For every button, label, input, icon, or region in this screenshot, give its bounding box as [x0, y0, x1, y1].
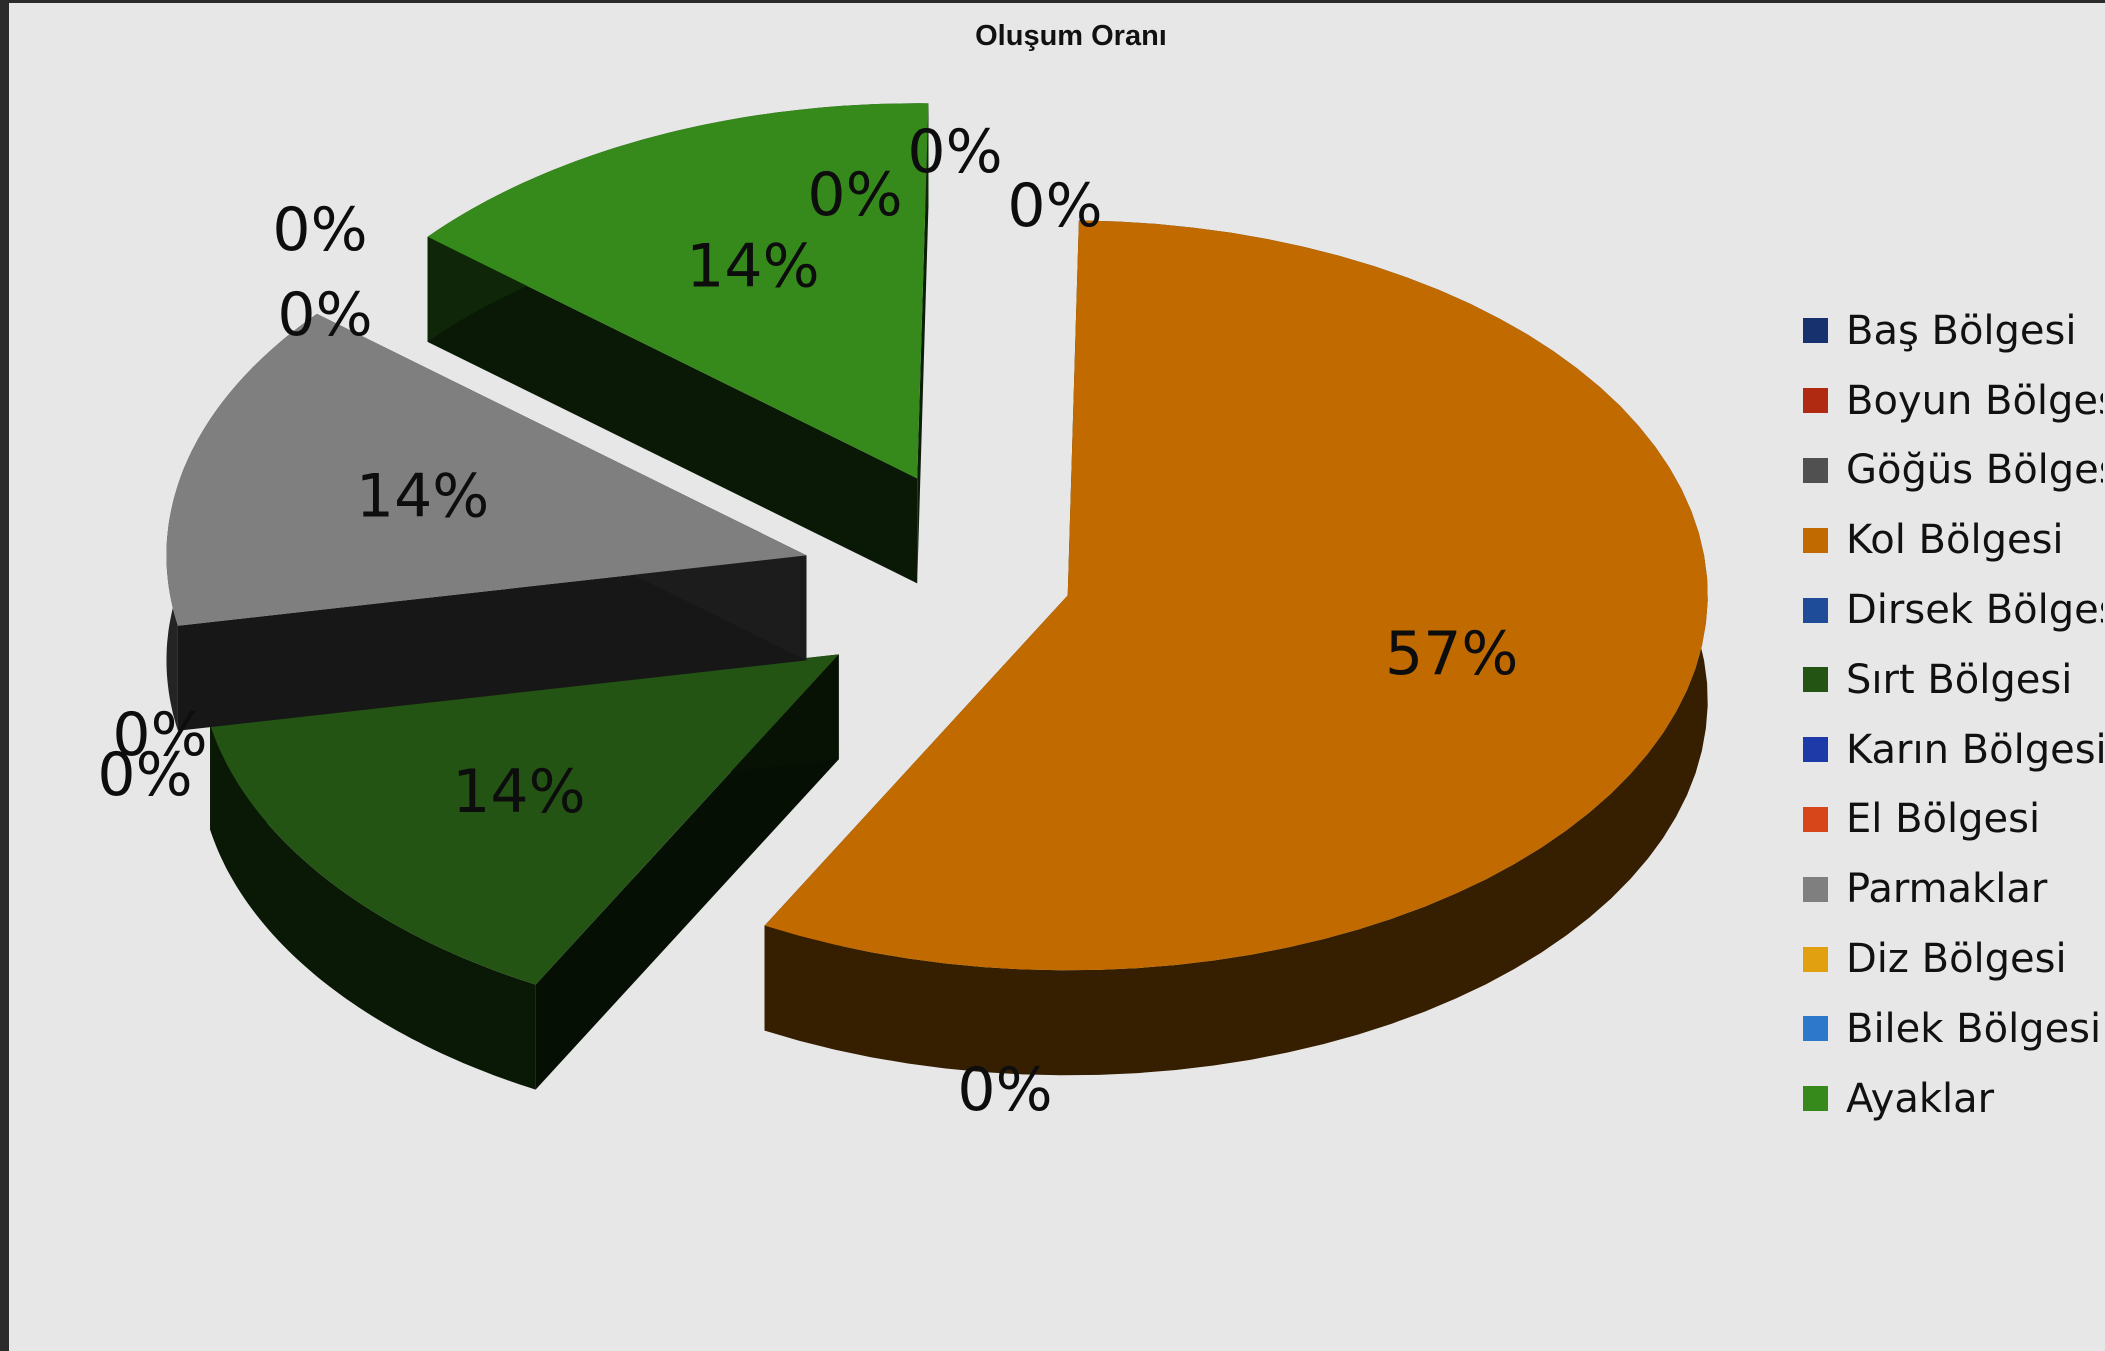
legend-item-parmaklar: Parmaklar [1803, 854, 2103, 924]
data-label-bas-bolgesi: 0% [957, 1055, 1052, 1125]
data-label-boyun-bolgesi: 0% [97, 740, 192, 810]
legend: Baş Bölgesi Boyun Bölgesi Göğüs Bölgesi Kol… [1803, 296, 2103, 1134]
legend-swatch [1803, 1086, 1828, 1112]
legend-swatch [1803, 388, 1828, 414]
legend-label: Baş Bölgesi [1846, 307, 2077, 354]
legend-item-sirt-bolgesi: Sırt Bölgesi [1803, 645, 2103, 715]
window-frame-top [0, 0, 2105, 3]
pie-slice-parmaklar [166, 313, 807, 731]
chart-title: Oluşum Oranı [975, 20, 1167, 52]
data-label-sirt-bolgesi: 14% [452, 757, 585, 827]
legend-swatch [1803, 876, 1828, 902]
legend-label: Göğüs Bölgesi [1846, 447, 2103, 494]
legend-swatch [1803, 318, 1828, 344]
legend-swatch [1803, 1016, 1828, 1042]
legend-label: Bilek Bölgesi [1846, 1005, 2102, 1052]
window-frame-left [0, 0, 9, 1351]
data-label-diz-bolgesi: 0% [277, 280, 372, 350]
data-label-parmaklar: 14% [356, 462, 489, 532]
pie-slice-sirt-bolgesi [210, 654, 839, 1090]
data-label-el-bolgesi: 0% [272, 195, 367, 265]
legend-label: Karın Bölgesi [1846, 726, 2103, 773]
legend-label: Ayaklar [1846, 1075, 1995, 1122]
legend-item-karin-bolgesi: Karın Bölgesi [1803, 715, 2103, 785]
data-label-kol-bolgesi: 57% [1385, 619, 1518, 689]
legend-item-diz-bolgesi: Diz Bölgesi [1803, 924, 2103, 994]
legend-item-el-bolgesi: El Bölgesi [1803, 785, 2103, 855]
legend-label: Dirsek Bölgesi [1846, 587, 2103, 634]
legend-item-dirsek-bolgesi: Dirsek Bölgesi [1803, 575, 2103, 645]
legend-swatch [1803, 667, 1828, 693]
data-label-gogus-bolgesi: 0% [112, 700, 207, 770]
data-label-karin-bolgesi: 0% [1007, 171, 1102, 241]
pie-slice-kol-bolgesi [764, 220, 1708, 1076]
data-label-bilek-bolgesi: 0% [807, 160, 902, 230]
legend-swatch [1803, 946, 1828, 972]
legend-label: Parmaklar [1846, 866, 2048, 913]
legend-swatch [1803, 527, 1828, 553]
legend-item-bas-bolgesi: Baş Bölgesi [1803, 296, 2103, 366]
legend-swatch [1803, 737, 1828, 763]
legend-label: Diz Bölgesi [1846, 936, 2067, 983]
legend-swatch [1803, 457, 1828, 483]
data-label-dirsek-bolgesi: 0% [907, 117, 1002, 187]
legend-label: Boyun Bölgesi [1846, 377, 2103, 424]
legend-item-gogus-bolgesi: Göğüs Bölgesi [1803, 436, 2103, 506]
legend-swatch [1803, 597, 1828, 623]
legend-label: Kol Bölgesi [1846, 517, 2064, 564]
legend-label: El Bölgesi [1846, 796, 2041, 843]
legend-item-kol-bolgesi: Kol Bölgesi [1803, 505, 2103, 575]
legend-item-ayaklar: Ayaklar [1803, 1064, 2103, 1134]
legend-item-boyun-bolgesi: Boyun Bölgesi [1803, 366, 2103, 436]
legend-item-bilek-bolgesi: Bilek Bölgesi [1803, 994, 2103, 1064]
data-label-ayaklar: 14% [686, 232, 819, 302]
legend-swatch [1803, 806, 1828, 832]
pie-slice-ayaklar [427, 103, 929, 584]
legend-label: Sırt Bölgesi [1846, 656, 2073, 703]
